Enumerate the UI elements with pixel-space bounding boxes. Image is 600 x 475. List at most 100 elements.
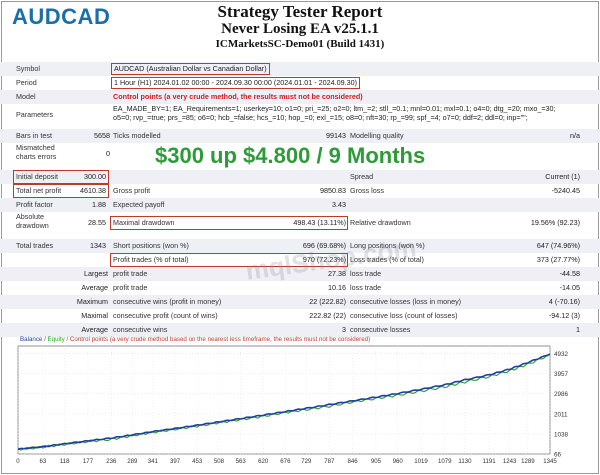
- gross-loss-label: Gross loss: [350, 186, 384, 195]
- x-tick-label: 289: [127, 458, 138, 465]
- x-tick-label: 118: [60, 458, 70, 465]
- spread-label: Spread: [350, 172, 374, 181]
- max-cons-wins-value: 22 (222.82): [309, 297, 346, 306]
- initial-deposit-value: 300.00: [84, 172, 106, 181]
- symbol-value: AUDCAD (Australian Dollar vs Canadian Do…: [111, 63, 270, 75]
- profit-trades-label: Profit trades (% of total): [113, 255, 189, 264]
- max-cons-losses-value: 4 (-70.16): [548, 297, 580, 306]
- mismatched-label-1: Mismatched: [16, 143, 55, 152]
- mismatched-row: Mismatched charts errors 0: [0, 143, 600, 165]
- x-tick-label: 397: [170, 458, 181, 465]
- period-label: Period: [16, 78, 37, 87]
- avg-label: Average: [81, 325, 108, 334]
- server-name: ICMarketsSC-Demo01 (Build 1431): [215, 38, 385, 50]
- ticks-label: Ticks modelled: [113, 131, 161, 140]
- x-tick-label: 846: [348, 458, 359, 465]
- period-value: 1 Hour (H1) 2024.01.02 00:00 - 2024.09.3…: [111, 77, 360, 89]
- profit-trades-value: 970 (72.23%): [302, 255, 346, 264]
- quality-label: Modelling quality: [350, 131, 404, 140]
- maximal-cons-profit-label: consecutive profit (count of wins): [113, 311, 218, 320]
- x-tick-label: 1191: [483, 458, 497, 465]
- total-trades-row: Total trades 1343 Short positions (won %…: [0, 239, 600, 253]
- total-trades-value: 1343: [90, 241, 106, 250]
- max-cons-wins-label: consecutive wins (profit in money): [113, 297, 222, 306]
- average-label: Average: [81, 283, 108, 292]
- maximal-dd-box: [110, 216, 348, 230]
- avg-cons-losses-label: consecutive losses: [350, 325, 411, 334]
- x-tick-label: 905: [371, 458, 382, 465]
- x-tick-label: 1130: [458, 458, 472, 465]
- x-tick-label: 676: [280, 458, 291, 465]
- largest-label: Largest: [84, 269, 108, 278]
- total-net-profit-value: 4610.38: [80, 186, 106, 195]
- largest-profit-label: profit trade: [113, 269, 148, 278]
- absolute-dd-value: 28.55: [88, 218, 106, 227]
- chart-legend: Balance / Equity / Control points (a ver…: [20, 336, 371, 343]
- short-positions-label: Short positions (won %): [113, 241, 189, 250]
- y-tick-label: 4932: [554, 351, 569, 358]
- largest-row: Largest profit trade 27.38 loss trade -4…: [0, 267, 600, 281]
- profit-factor-row: Profit factor 1.88 Expected payoff 3.43: [0, 198, 600, 212]
- report-title: Strategy Tester Report: [217, 2, 383, 21]
- bars-row: Bars in test 5658 Ticks modelled 99143 M…: [0, 129, 600, 143]
- profit-trades-row: Profit trades (% of total) 970 (72.23%) …: [0, 253, 600, 267]
- largest-loss-label: loss trade: [350, 269, 382, 278]
- max-cons-losses-label: consecutive losses (loss in money): [350, 297, 462, 306]
- loss-trades-label: Loss trades (% of total): [350, 255, 424, 264]
- x-tick-label: 787: [324, 458, 335, 465]
- average-loss-value: -14.05: [559, 283, 580, 292]
- bars-value: 5658: [94, 131, 110, 140]
- plot-area: [17, 345, 551, 455]
- y-tick-label: 2011: [554, 411, 568, 418]
- period-row: Period 1 Hour (H1) 2024.01.02 00:00 - 20…: [0, 76, 600, 90]
- profit-trades-box: [110, 253, 348, 267]
- model-label: Model: [16, 92, 36, 101]
- maximal-cons-profit-value: 222.82 (22): [309, 311, 346, 320]
- initial-deposit-row: Initial deposit 300.00 Spread Current (1…: [0, 170, 600, 184]
- x-tick-label: 0: [16, 458, 20, 465]
- average-row: Average profit trade 10.16 loss trade -1…: [0, 281, 600, 295]
- parameters-label: Parameters: [16, 110, 54, 119]
- x-tick-label: 960: [393, 458, 404, 465]
- legend-balance: Balance: [20, 336, 43, 343]
- maximal-cons-loss-value: -94.12 (3): [548, 311, 580, 320]
- symbol-label: Symbol: [16, 64, 40, 73]
- chart-svg: 4932 3957 2986 2011 1038 66 0 63 118 177 236 289 341…: [16, 345, 569, 465]
- largest-profit-value: 27.38: [328, 269, 346, 278]
- x-tick-label: 236: [106, 458, 117, 465]
- absolute-dd-label-2: drawdown: [16, 221, 49, 230]
- legend-control-points: Control points (a very crude method base…: [69, 336, 371, 343]
- long-positions-label: Long positions (won %): [350, 241, 425, 250]
- x-tick-label: 341: [148, 458, 159, 465]
- avg-cons-wins-value: 3: [342, 325, 346, 334]
- net-profit-box: [13, 184, 109, 198]
- balance-line: [17, 353, 551, 450]
- gross-profit-label: Gross profit: [113, 186, 151, 195]
- ea-name: Never Losing EA v25.1.1: [221, 21, 379, 37]
- x-tick-label: 1243: [503, 458, 517, 465]
- x-tick-label: 620: [258, 458, 269, 465]
- parameters-row: Parameters EA_MADE_BY=1; EA_Requirements…: [0, 104, 600, 126]
- symbol-row: Symbol AUDCAD (Australian Dollar vs Cana…: [0, 62, 600, 76]
- parameters-line-2: o5=0; rvp_=true; prs_=85; o6=0; hcb_=fal…: [113, 113, 528, 122]
- balance-chart: Balance / Equity / Control points (a ver…: [14, 336, 594, 472]
- net-profit-row: Total net profit 4610.38 Gross profit 98…: [0, 184, 600, 198]
- y-tick-label: 3957: [554, 371, 569, 378]
- maximal-dd-value: 498.43 (13.11%): [293, 218, 346, 227]
- x-tick-label: 563: [236, 458, 247, 465]
- drawdown-row: Absolute drawdown 28.55 Maximal drawdown…: [0, 212, 600, 234]
- maximal-dd-label: Maximal drawdown: [113, 218, 175, 227]
- gross-loss-value: -5240.45: [551, 186, 580, 195]
- x-tick-label: 508: [214, 458, 225, 465]
- short-positions-value: 696 (69.68%): [302, 241, 346, 250]
- maximum-row: Maximum consecutive wins (profit in mone…: [0, 295, 600, 309]
- average-loss-label: loss trade: [350, 283, 382, 292]
- initial-deposit-label: Initial deposit: [16, 172, 58, 181]
- x-tick-label: 1289: [521, 458, 535, 465]
- symbol-logo: AUDCAD: [12, 4, 111, 29]
- mismatched-value: 0: [106, 149, 110, 158]
- expected-payoff-label: Expected payoff: [113, 200, 165, 209]
- long-positions-value: 647 (74.96%): [536, 241, 580, 250]
- profit-headline: $300 up $4.800 / 9 Months: [155, 143, 426, 168]
- expected-payoff-value: 3.43: [332, 200, 346, 209]
